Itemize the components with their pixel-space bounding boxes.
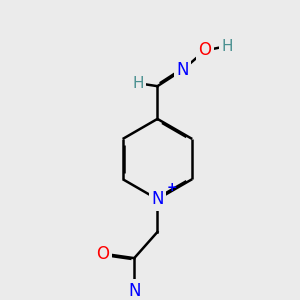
Text: O: O xyxy=(97,245,110,263)
Text: H: H xyxy=(132,76,144,91)
Text: N: N xyxy=(176,61,189,79)
Text: N: N xyxy=(128,282,140,300)
Text: O: O xyxy=(199,41,212,59)
Text: H: H xyxy=(222,38,233,53)
Text: N: N xyxy=(151,190,164,208)
Text: +: + xyxy=(167,181,178,194)
